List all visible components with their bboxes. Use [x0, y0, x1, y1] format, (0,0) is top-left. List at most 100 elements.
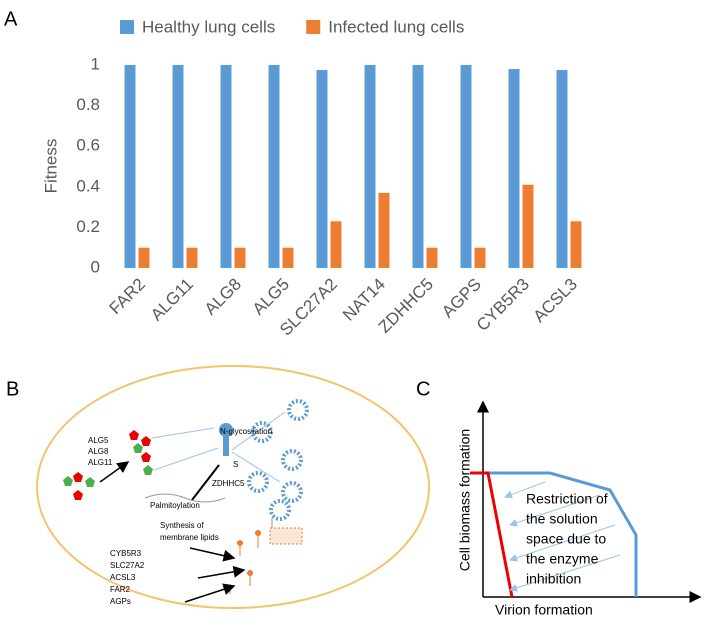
y-tick-label: 0.6 [76, 136, 100, 155]
bar [474, 247, 486, 268]
virion [269, 499, 291, 521]
arrow [197, 565, 246, 579]
lipid [237, 540, 243, 546]
arrow [191, 464, 220, 501]
x-tick-label: AGPS [438, 275, 485, 322]
bar [138, 247, 150, 268]
cell-membrane [36, 365, 430, 609]
bar [378, 192, 390, 268]
bar [522, 184, 534, 268]
spike-label: S [233, 460, 238, 469]
sugar [133, 443, 143, 453]
bar [172, 65, 184, 268]
arrow [189, 547, 236, 562]
bar [268, 65, 280, 268]
enzyme-label: FAR2 [110, 585, 131, 594]
solution-space [470, 471, 638, 597]
bar [234, 247, 246, 268]
x-tick-label: FAR2 [105, 275, 149, 319]
annotation: the enzyme [526, 551, 599, 567]
legend-swatch [306, 20, 321, 34]
membrane-patch [269, 527, 303, 545]
process-label: Palmitoylation [150, 501, 200, 510]
process-label: N-glycosilation [220, 427, 272, 436]
bar [330, 221, 342, 268]
lipid [255, 530, 261, 536]
enzyme-label: ACSL3 [110, 573, 136, 582]
annotation: the solution [526, 511, 598, 527]
link-line [153, 447, 219, 471]
y-axis-label: Fitness [41, 139, 60, 194]
enzyme-label: ZDHHC5 [212, 479, 245, 488]
process-label: Synthesis of [160, 521, 204, 530]
x-axis-label: Virion formation [495, 602, 593, 618]
annotation: inhibition [526, 571, 581, 587]
arrow [99, 461, 130, 483]
bar [556, 70, 568, 268]
enzyme-label: AGPs [110, 597, 131, 606]
bar [460, 65, 472, 268]
y-tick-label: 0.4 [76, 176, 100, 195]
y-tick-label: 1 [91, 54, 100, 73]
y-tick-label: 0 [91, 257, 100, 276]
bar [412, 65, 424, 268]
spike-head [219, 423, 233, 437]
x-tick-label: CYB5R3 [473, 275, 533, 335]
bar [124, 65, 136, 268]
enzyme-label: SLC27A2 [110, 561, 145, 570]
bar [316, 70, 328, 268]
panel-label: C [416, 378, 430, 400]
arrow [504, 481, 546, 499]
legend-label: Healthy lung cells [142, 17, 275, 36]
x-tick-label: ALG11 [147, 275, 197, 325]
link-line [151, 427, 215, 439]
panel-label: A [4, 8, 18, 30]
annotation: Restriction of [526, 491, 608, 507]
bar [220, 65, 232, 268]
sugar [141, 452, 151, 462]
sugar [63, 476, 73, 486]
bar [570, 221, 582, 268]
bar [364, 65, 376, 268]
bar [186, 247, 198, 268]
sugar [143, 465, 153, 475]
sugar [85, 477, 95, 487]
virion [281, 481, 303, 503]
y-tick-label: 0.8 [76, 95, 100, 114]
legend-swatch [120, 20, 134, 34]
annotation: space due to [526, 531, 606, 547]
link-line [231, 451, 281, 483]
lipid [247, 570, 253, 576]
process-label: membrane lipids [160, 533, 219, 542]
arrow [509, 554, 621, 592]
enzyme-label: ALG8 [88, 447, 109, 456]
bar [508, 69, 520, 268]
bar [426, 247, 438, 268]
sugar [73, 472, 83, 482]
diagram-c: Cell biomass formation Virion formation … [457, 400, 702, 618]
enzyme-label: ALG5 [88, 436, 109, 445]
link-line [231, 411, 286, 451]
lipid-tail [144, 493, 226, 503]
x-tick-label: ACSL3 [529, 275, 581, 327]
y-tick-label: 0.2 [76, 217, 100, 236]
arrow [184, 583, 236, 603]
x-tick-label: ALG8 [201, 275, 245, 319]
sugar [73, 490, 83, 500]
legend-label: Infected lung cells [328, 17, 464, 36]
diagram-b: ALG5 ALG8 ALG11 N-glycosilation S ZDHHC5… [36, 365, 430, 609]
virion [287, 399, 309, 421]
bar [282, 247, 294, 268]
arrow [509, 524, 616, 562]
panel-label: B [6, 378, 19, 400]
x-tick-label: ALG5 [249, 275, 293, 319]
y-axis-label: Cell biomass formation [457, 429, 473, 571]
sugar [129, 430, 139, 440]
enzyme-label: CYB5R3 [110, 549, 142, 558]
restricted-space [470, 471, 514, 598]
sugar [141, 436, 151, 446]
virion [251, 421, 273, 443]
virion [281, 449, 303, 471]
arrow [509, 494, 601, 527]
